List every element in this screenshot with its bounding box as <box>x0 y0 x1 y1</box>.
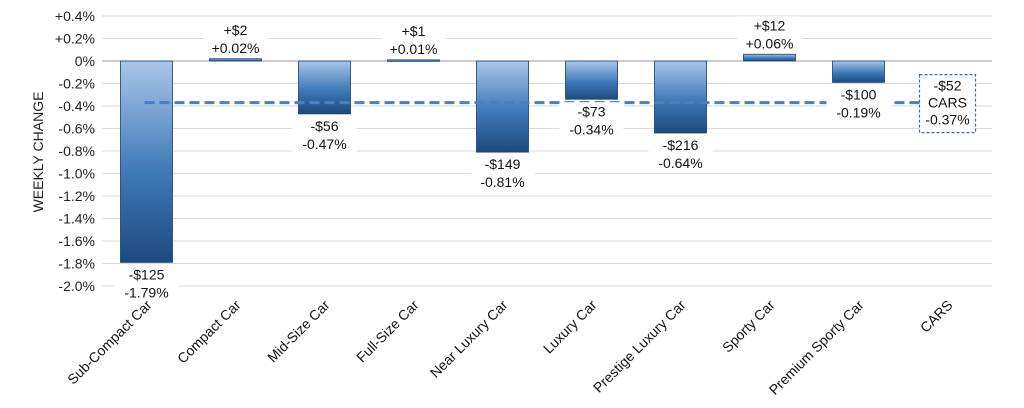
x-tick-label: Full-Size Car <box>353 297 422 366</box>
data-label-percent: -0.81% <box>480 174 524 190</box>
reference-label-line: -$52 <box>933 78 961 94</box>
y-tick-label: -0.8% <box>58 143 95 159</box>
y-tick-label: -0.2% <box>58 76 95 92</box>
data-label-dollar: -$56 <box>310 118 338 134</box>
bar <box>476 60 529 153</box>
x-tick-label: Sub-Compact Car <box>64 297 155 388</box>
y-tick-label: -0.6% <box>58 121 95 137</box>
data-label-percent: -1.79% <box>124 284 168 300</box>
data-label-dollar: +$12 <box>754 17 786 33</box>
y-tick-label: -1.0% <box>58 166 95 182</box>
data-label-dollar: -$216 <box>663 137 699 153</box>
x-axis: Sub-Compact Car Compact Car Mid-Size Car Fu… <box>64 297 956 398</box>
x-tick-label: Sporty Car <box>719 297 778 356</box>
y-tick-label: -1.8% <box>58 256 95 272</box>
y-tick-label: +0.2% <box>55 31 95 47</box>
y-tick-label: +0.4% <box>55 8 95 24</box>
data-label-dollar: -$100 <box>841 86 877 102</box>
bar <box>743 53 796 62</box>
bar <box>565 60 618 100</box>
data-label-percent: -0.34% <box>569 121 613 137</box>
x-tick-label: Luxury Car <box>540 297 600 357</box>
data-label-percent: +0.02% <box>212 40 260 56</box>
x-tick-label: Premium Sporty Car <box>766 297 867 398</box>
data-label-background <box>826 85 891 122</box>
y-axis-title: WEEKLY CHANGE <box>30 92 46 213</box>
bar <box>654 60 707 134</box>
data-label-percent: -0.19% <box>836 104 880 120</box>
bar <box>387 59 440 62</box>
x-tick-label: Mid-Size Car <box>264 297 333 366</box>
data-label-background <box>737 16 802 53</box>
y-tick-label: -1.6% <box>58 233 95 249</box>
data-label-dollar: -$73 <box>577 103 605 119</box>
reference-label-line: -0.37% <box>925 112 969 128</box>
bar <box>120 60 173 263</box>
data-label-percent: +0.06% <box>746 35 794 51</box>
data-labels: -$125 -1.79% +$2 +0.02% -$56 -0.47% +$1 +0.01% -… <box>114 16 891 302</box>
reference-label-line: CARS <box>928 95 967 111</box>
data-label-percent: +0.01% <box>390 41 438 57</box>
data-label-percent: -0.47% <box>302 136 346 152</box>
y-tick-label: -2.0% <box>58 278 95 294</box>
bars <box>120 53 885 263</box>
x-tick-label: Prestige Luxury Car <box>590 297 689 396</box>
bar <box>832 60 885 83</box>
data-label-dollar: -$149 <box>485 156 521 172</box>
data-label-background <box>470 155 535 192</box>
x-tick-label: Near Luxury Car <box>427 297 511 381</box>
bar <box>209 58 262 62</box>
data-label-background <box>559 102 624 139</box>
y-tick-label: -1.2% <box>58 188 95 204</box>
y-tick-label: 0% <box>75 53 95 69</box>
reference-label-box <box>918 74 977 134</box>
y-tick-label: -0.4% <box>58 98 95 114</box>
data-label-background <box>292 116 357 153</box>
data-label-dollar: +$2 <box>224 22 248 38</box>
data-label-dollar: +$1 <box>402 23 426 39</box>
data-label-background <box>114 265 179 302</box>
data-label-percent: -0.64% <box>658 155 702 171</box>
y-tick-label: -1.4% <box>58 211 95 227</box>
x-tick-label: CARS <box>917 297 956 336</box>
data-label-background <box>203 20 268 57</box>
data-label-background <box>381 21 446 58</box>
data-label-background <box>648 136 713 172</box>
bar <box>298 60 351 115</box>
data-label-dollar: -$125 <box>129 266 165 282</box>
x-tick-label: Compact Car <box>174 297 244 367</box>
y-axis: +0.4% +0.2% 0% -0.2% -0.4% -0.6% -0.8% -1.0% -1.… <box>55 8 95 294</box>
